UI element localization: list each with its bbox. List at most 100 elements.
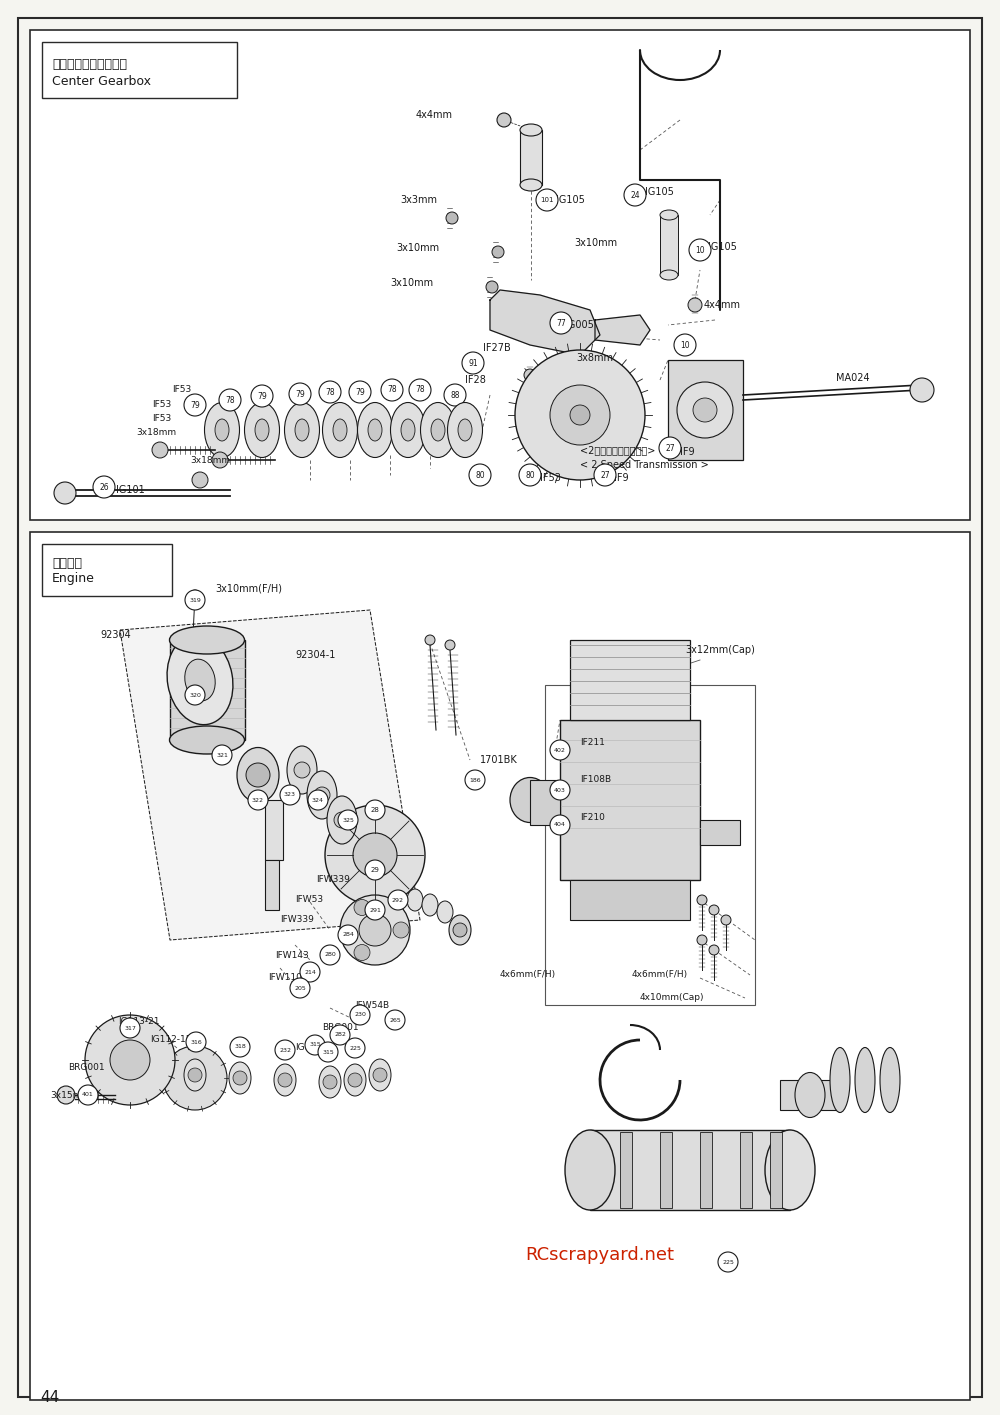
Circle shape <box>345 1039 365 1058</box>
Circle shape <box>552 389 564 400</box>
Ellipse shape <box>229 1063 251 1094</box>
Text: 315: 315 <box>309 1043 321 1047</box>
Text: IG105: IG105 <box>556 195 585 205</box>
Circle shape <box>120 1017 140 1039</box>
Text: 315: 315 <box>322 1050 334 1054</box>
Text: 280: 280 <box>324 952 336 958</box>
Circle shape <box>373 1068 387 1082</box>
Circle shape <box>184 393 206 416</box>
Circle shape <box>78 1085 98 1105</box>
Polygon shape <box>120 610 420 940</box>
Text: 4x6mm(F/H): 4x6mm(F/H) <box>500 971 556 979</box>
Bar <box>30 30 970 519</box>
Text: 27: 27 <box>665 443 675 453</box>
Text: 319: 319 <box>189 597 201 603</box>
Circle shape <box>349 381 371 403</box>
Circle shape <box>385 1010 405 1030</box>
Text: 10: 10 <box>695 245 705 255</box>
Text: 3x10mm: 3x10mm <box>574 238 617 248</box>
Bar <box>545 685 755 1005</box>
Ellipse shape <box>295 419 309 441</box>
Circle shape <box>709 945 719 955</box>
Text: 88: 88 <box>450 391 460 399</box>
Ellipse shape <box>437 901 453 923</box>
Bar <box>520 130 542 185</box>
Circle shape <box>185 590 205 610</box>
Circle shape <box>192 473 208 488</box>
Circle shape <box>688 299 702 311</box>
Text: 323: 323 <box>284 792 296 798</box>
Text: 401: 401 <box>82 1092 94 1098</box>
Circle shape <box>330 1024 350 1046</box>
Circle shape <box>290 978 310 998</box>
Text: 404: 404 <box>554 822 566 828</box>
Circle shape <box>190 590 200 600</box>
Ellipse shape <box>765 1131 815 1210</box>
Ellipse shape <box>170 625 244 654</box>
Text: 316: 316 <box>190 1040 202 1044</box>
Text: IF53: IF53 <box>152 413 171 423</box>
Text: 3x18mm: 3x18mm <box>190 456 230 464</box>
Circle shape <box>486 282 498 293</box>
Text: 79: 79 <box>295 389 305 399</box>
Circle shape <box>212 451 228 468</box>
Circle shape <box>550 780 570 799</box>
Text: 317: 317 <box>124 1026 136 1030</box>
Ellipse shape <box>695 385 715 434</box>
Circle shape <box>163 1046 227 1109</box>
Circle shape <box>305 1034 325 1056</box>
Text: 205: 205 <box>294 985 306 990</box>
Ellipse shape <box>660 270 678 280</box>
Circle shape <box>186 1032 206 1051</box>
Circle shape <box>152 441 168 458</box>
Circle shape <box>677 382 733 439</box>
Circle shape <box>359 914 391 947</box>
Ellipse shape <box>344 1064 366 1097</box>
Circle shape <box>445 640 455 649</box>
Text: 80: 80 <box>525 471 535 480</box>
Circle shape <box>550 311 572 334</box>
Text: 3x10mm(F/H): 3x10mm(F/H) <box>215 583 282 593</box>
Circle shape <box>314 787 330 802</box>
Ellipse shape <box>333 419 347 441</box>
Text: IG112-15: IG112-15 <box>150 1036 192 1044</box>
Text: BRG001: BRG001 <box>322 1023 359 1033</box>
Bar <box>780 1080 840 1109</box>
Bar <box>530 780 560 825</box>
Bar <box>570 880 690 920</box>
Circle shape <box>446 212 458 224</box>
Ellipse shape <box>237 747 279 802</box>
Text: 324: 324 <box>312 798 324 802</box>
Text: IF53: IF53 <box>152 399 171 409</box>
Circle shape <box>338 809 358 831</box>
Circle shape <box>319 381 341 403</box>
Circle shape <box>230 1037 250 1057</box>
Text: 225: 225 <box>722 1259 734 1265</box>
Circle shape <box>550 385 610 444</box>
Bar <box>660 1132 672 1208</box>
Circle shape <box>354 900 370 916</box>
Ellipse shape <box>795 1073 825 1118</box>
Circle shape <box>338 925 358 945</box>
Text: 92304: 92304 <box>100 630 131 640</box>
Ellipse shape <box>167 635 233 724</box>
Circle shape <box>624 184 646 207</box>
Text: 78: 78 <box>225 396 235 405</box>
Text: IF211: IF211 <box>580 737 605 747</box>
Ellipse shape <box>355 901 395 918</box>
Text: 4x10mm(Cap): 4x10mm(Cap) <box>640 993 704 1002</box>
Circle shape <box>110 1040 150 1080</box>
Bar <box>30 532 970 1399</box>
Ellipse shape <box>287 746 317 794</box>
Text: IFW143: IFW143 <box>275 951 309 959</box>
Ellipse shape <box>255 419 269 441</box>
Circle shape <box>550 740 570 760</box>
Polygon shape <box>595 316 650 345</box>
Circle shape <box>536 190 558 211</box>
Text: IFW53: IFW53 <box>295 896 323 904</box>
Bar <box>770 1132 782 1208</box>
Circle shape <box>350 1005 370 1024</box>
Text: 265: 265 <box>389 1017 401 1023</box>
Circle shape <box>693 398 717 422</box>
Text: IFW339: IFW339 <box>316 876 350 884</box>
